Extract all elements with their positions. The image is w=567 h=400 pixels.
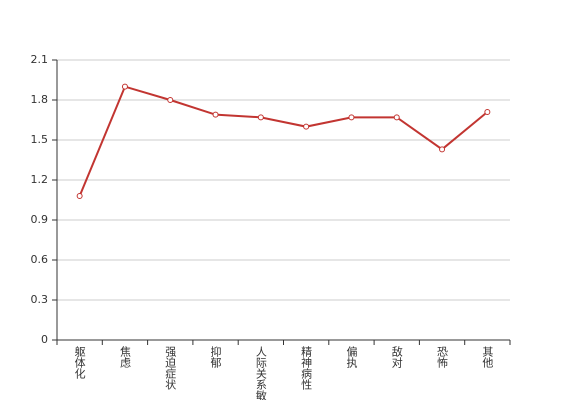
x-tick-label: 敌对 [390,345,403,368]
y-tick-label: 1.2 [31,173,49,186]
point [76,193,83,199]
x-tick-label: 恐怖 [436,346,449,368]
x-tick-label: 精神病性 [300,346,313,391]
point [393,114,400,121]
point [303,123,310,130]
x-tick-label: 焦虑 [118,346,131,368]
y-tick-label: 1.5 [31,133,49,146]
y-tick-label: 0.6 [31,253,49,266]
point [439,146,446,153]
point [212,111,219,118]
x-tick-label: 偏执 [345,345,358,369]
y-tick-label: 0.3 [31,293,49,306]
point [348,114,355,121]
line [78,85,488,197]
point [121,83,128,90]
y-tick-label: 1.8 [31,93,49,106]
x-tick-label: 抑郁 [209,345,222,368]
x-tick-label: 躯体化 [73,346,86,380]
point [484,109,491,115]
point [167,97,174,103]
x-tick-label: 人际关系敏感 [254,346,267,400]
y-tick-label: 0.9 [31,213,49,226]
y-tick-label: 0 [41,333,48,346]
point [257,114,264,121]
x-tick-label: 强迫症状 [164,346,177,390]
x-tick-label: 其他 [481,346,494,368]
y-tick-label: 2.1 [31,53,49,66]
